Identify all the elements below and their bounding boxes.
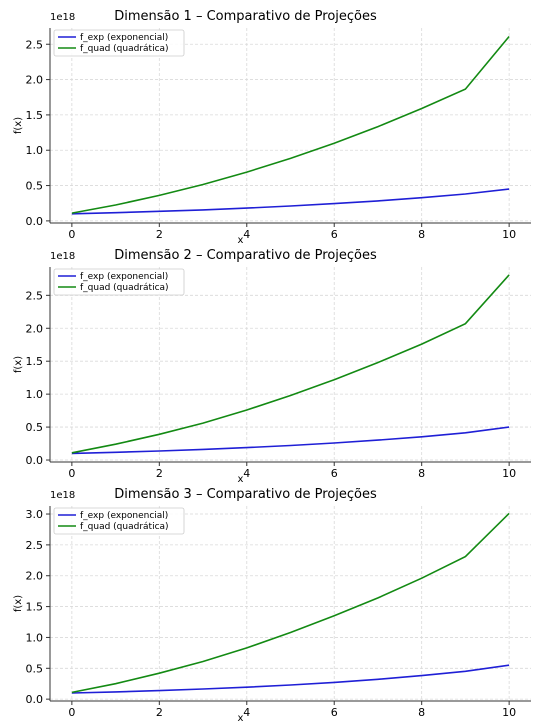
y-tick-label: 1.5 — [26, 355, 44, 368]
series-line-f-quad — [71, 512, 510, 694]
series-line-f-quad — [71, 274, 510, 454]
y-tick-label: 0.5 — [26, 662, 44, 675]
series-line-f-exp — [71, 426, 510, 455]
y-tick-label: 2.5 — [26, 289, 44, 302]
y-tick-label: 1.5 — [26, 109, 44, 122]
x-tick-label: 2 — [156, 467, 163, 480]
legend: f_exp (exponencial)f_quad (quadrática) — [53, 268, 185, 296]
x-tick-label: 0 — [68, 706, 75, 719]
x-tick-label: 10 — [502, 706, 516, 719]
chart-title: Dimensão 3 – Comparativo de Projeções — [114, 487, 377, 502]
y-tick-label: 2.0 — [26, 74, 44, 87]
y-tick-label: 2.5 — [26, 38, 44, 51]
y-tick-label: 2.0 — [26, 322, 44, 335]
legend-box — [53, 29, 185, 57]
x-tick-label: 10 — [502, 228, 516, 241]
y-tick-label: 0.5 — [26, 421, 44, 434]
series-line-f-exp — [71, 664, 510, 694]
legend-label: f_exp (exponencial) — [80, 511, 168, 521]
chart-panel-3: 0 2 4 6 8 10 0.0 0.5 1.0 1.5 2.0 2.5 3.0 1e18 Dimensão… — [13, 487, 531, 724]
legend-label: f_exp (exponencial) — [80, 33, 168, 43]
legend-label: f_quad (quadrática) — [80, 522, 169, 532]
y-axis-label: f(x) — [13, 595, 24, 612]
legend-label: f_quad (quadrática) — [80, 283, 169, 293]
y-tick-label: 0.5 — [26, 180, 44, 193]
x-tick-label: 10 — [502, 467, 516, 480]
y-tick-label: 1.0 — [26, 144, 44, 157]
y-offset-text: 1e18 — [50, 251, 75, 262]
y-offset-text: 1e18 — [50, 490, 75, 501]
y-axis-label: f(x) — [13, 356, 24, 373]
x-tick-label: 6 — [331, 467, 338, 480]
x-tick-label: 4 — [243, 467, 250, 480]
chart-title: Dimensão 1 – Comparativo de Projeções — [114, 9, 377, 24]
y-tick-label: 1.0 — [26, 631, 44, 644]
series-line-f-quad — [71, 35, 510, 214]
chart-title: Dimensão 2 – Comparativo de Projeções — [114, 248, 377, 263]
chart-panel-1: 0 2 4 6 8 10 0.0 0.5 1.0 1.5 2.0 2.5 1e18 Dimensão 1 … — [13, 9, 531, 246]
y-tick-label: 0.0 — [26, 215, 44, 228]
x-tick-label: 6 — [331, 228, 338, 241]
y-tick-label: 3.0 — [26, 508, 44, 521]
x-axis-label: x — [238, 474, 244, 485]
legend: f_exp (exponencial)f_quad (quadrática) — [53, 29, 185, 57]
y-tick-label: 0.0 — [26, 454, 44, 467]
y-tick-label: 2.5 — [26, 539, 44, 552]
x-tick-label: 8 — [418, 467, 425, 480]
legend-box — [53, 268, 185, 296]
x-axis-label: x — [238, 235, 244, 246]
x-tick-label: 4 — [243, 228, 250, 241]
legend: f_exp (exponencial)f_quad (quadrática) — [53, 507, 185, 535]
x-tick-label: 0 — [68, 467, 75, 480]
x-tick-label: 2 — [156, 228, 163, 241]
legend-label: f_quad (quadrática) — [80, 44, 169, 54]
x-tick-label: 2 — [156, 706, 163, 719]
x-tick-label: 8 — [418, 706, 425, 719]
y-tick-label: 2.0 — [26, 570, 44, 583]
y-tick-label: 1.5 — [26, 601, 44, 614]
y-tick-label: 0.0 — [26, 693, 44, 706]
y-axis-label: f(x) — [13, 117, 24, 134]
y-offset-text: 1e18 — [50, 12, 75, 23]
legend-box — [53, 507, 185, 535]
y-tick-label: 1.0 — [26, 388, 44, 401]
x-axis-label: x — [238, 713, 244, 724]
chart-panel-2: 0 2 4 6 8 10 0.0 0.5 1.0 1.5 2.0 2.5 1e18 Dimensão 2 … — [13, 248, 531, 485]
legend-label: f_exp (exponencial) — [80, 272, 168, 282]
x-tick-label: 0 — [68, 228, 75, 241]
x-tick-label: 6 — [331, 706, 338, 719]
x-tick-label: 8 — [418, 228, 425, 241]
x-tick-label: 4 — [243, 706, 250, 719]
series-line-f-exp — [71, 188, 510, 215]
